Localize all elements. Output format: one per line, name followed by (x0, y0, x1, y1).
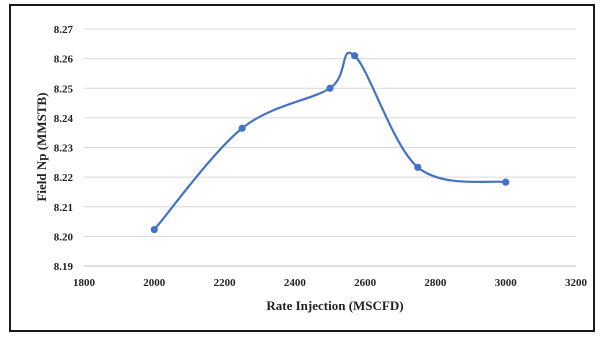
data-point (150, 225, 158, 234)
x-tick-label: 2600 (354, 277, 377, 289)
y-tick-label: 8.19 (54, 261, 74, 273)
y-tick-label: 8.23 (54, 143, 74, 155)
gridlines (84, 28, 576, 267)
data-point (238, 124, 246, 132)
data-point (414, 163, 422, 171)
data-point (351, 52, 359, 60)
y-tick-label: 8.26 (54, 54, 74, 66)
y-tick-label: 8.24 (54, 113, 74, 125)
data-point (326, 84, 334, 92)
data-point (502, 178, 510, 186)
x-tick-labels: 1800 2000 2200 2400 2600 2800 3000 3200 (73, 277, 588, 289)
x-tick-label: 2800 (424, 277, 447, 289)
x-tick-label: 3000 (495, 277, 518, 289)
x-tick-label: 3200 (565, 277, 588, 289)
data-points (150, 52, 510, 234)
y-axis-title: Field Np (MMSTB) (34, 92, 49, 201)
y-tick-label: 8.25 (54, 83, 74, 95)
y-tick-label: 8.21 (54, 202, 73, 214)
y-tick-labels: 8.19 8.20 8.21 8.22 8.23 8.24 8.25 8.26 8.27 (54, 24, 74, 273)
y-tick-label: 8.22 (54, 172, 74, 184)
x-axis-title: Rate Injection (MSCFD) (266, 298, 403, 313)
x-tick-label: 2000 (143, 277, 166, 289)
y-tick-label: 8.27 (54, 24, 74, 36)
series-line (153, 51, 506, 231)
y-tick-label: 8.20 (54, 231, 74, 243)
x-tick-label: 2200 (214, 277, 237, 289)
x-tick-label: 1800 (73, 277, 96, 289)
x-tick-label: 2400 (284, 277, 307, 289)
